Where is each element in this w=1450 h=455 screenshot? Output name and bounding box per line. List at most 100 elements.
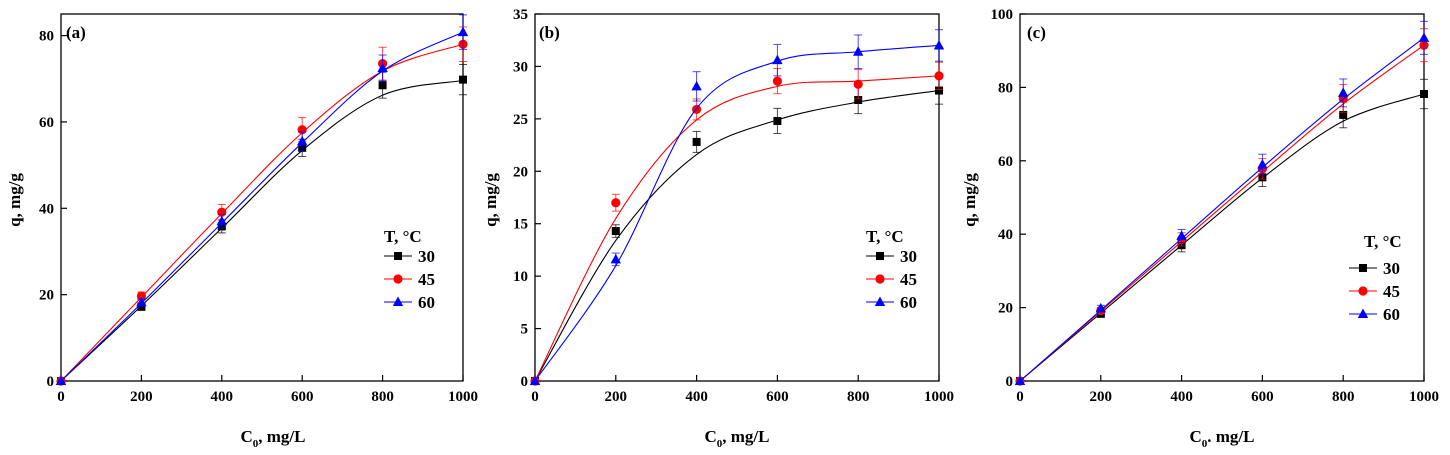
legend-marker-30	[394, 252, 402, 260]
legend-marker-30	[1359, 264, 1367, 272]
fit-line-60	[534, 44, 940, 382]
data-point-60	[297, 135, 308, 146]
x-tick-label: 0	[531, 389, 539, 405]
panel-label: (c)	[1027, 23, 1046, 42]
data-point-60	[772, 54, 783, 65]
x-tick-label: 800	[847, 389, 870, 405]
legend-label-60: 60	[418, 293, 435, 312]
legend-label-45: 45	[418, 270, 435, 289]
x-tick-label: 200	[605, 389, 628, 405]
plot-frame	[1019, 13, 1425, 382]
x-tick-label: 600	[766, 389, 789, 405]
data-point-30	[935, 86, 943, 95]
y-axis-title: q, mg/g	[960, 173, 979, 227]
x-axis-title-subscript: 0	[1202, 438, 1208, 450]
x-tick-label: 400	[685, 389, 708, 405]
legend-title: T, °C	[866, 227, 904, 246]
y-tick-label: 20	[39, 288, 54, 304]
data-point-60	[853, 46, 864, 56]
panel-label: (a)	[66, 23, 86, 42]
data-point-60	[216, 215, 227, 226]
fit-line-30	[60, 79, 464, 382]
fit-line-30	[1019, 93, 1425, 382]
data-point-30	[692, 137, 701, 146]
data-point-30	[459, 75, 467, 84]
plot-area: 0 200 400 600 800 1000 0 20 40 60 80	[39, 13, 478, 405]
x-axis-title-main: C	[704, 427, 716, 446]
x-axis-title-subscript: 0	[253, 438, 259, 450]
legend-title: T, °C	[1364, 232, 1402, 251]
data-point-30	[1339, 110, 1348, 119]
x-tick-label: 1000	[448, 389, 478, 405]
panel-label: (b)	[539, 23, 560, 42]
data-point-30	[1420, 90, 1428, 99]
data-point-45	[772, 76, 783, 86]
data-point-60	[1338, 87, 1349, 97]
y-tick-label: 30	[513, 59, 528, 75]
x-tick-label: 600	[291, 389, 314, 405]
x-tick-label: 400	[1170, 389, 1193, 405]
data-point-45	[934, 71, 944, 81]
plot-frame	[60, 13, 464, 382]
x-axis-title-rest: . mg/L	[1207, 427, 1254, 446]
y-tick-label: 80	[39, 29, 54, 45]
legend-label-30: 30	[418, 247, 435, 266]
x-axis-title-main: C	[240, 427, 252, 446]
data-point-60	[1176, 230, 1187, 241]
data-point-45	[611, 198, 621, 208]
data-point-60	[377, 62, 388, 72]
legend-label-60: 60	[900, 293, 917, 312]
x-axis-title: C0. mg/L	[1189, 427, 1254, 450]
x-tick-label: 0	[57, 389, 65, 405]
y-axis-title: q, mg/g	[481, 173, 500, 227]
data-point-60	[1257, 158, 1268, 169]
x-tick-label: 200	[1090, 389, 1113, 405]
legend-label-30: 30	[900, 247, 917, 266]
data-point-60	[55, 375, 67, 385]
data-point-60	[1418, 32, 1430, 42]
legend-marker-60	[874, 296, 886, 306]
legend-label-60: 60	[1383, 305, 1400, 324]
x-tick-label: 800	[371, 389, 394, 405]
legend-marker-30	[876, 252, 884, 260]
x-tick-label: 600	[1251, 389, 1274, 405]
y-tick-label: 5	[521, 322, 529, 338]
data-point-60	[610, 253, 621, 264]
y-tick-label: 40	[39, 201, 54, 217]
y-tick-label: 20	[513, 164, 528, 180]
data-point-60	[457, 26, 469, 37]
data-point-30	[137, 302, 146, 311]
data-point-60	[933, 39, 945, 50]
y-tick-label: 40	[998, 227, 1013, 243]
legend-label-45: 45	[1383, 282, 1400, 301]
legend-title: T, °C	[384, 227, 422, 246]
x-tick-label: 1000	[924, 389, 954, 405]
x-axis-title: C0, mg/L	[240, 427, 305, 450]
legend-marker-60	[392, 296, 404, 306]
legend-marker-45	[875, 274, 885, 284]
legend-label-45: 45	[900, 270, 917, 289]
fit-line-60	[60, 31, 464, 382]
y-axis-title: q, mg/g	[5, 173, 24, 227]
y-tick-label: 35	[513, 7, 528, 23]
y-tick-label: 15	[513, 217, 528, 233]
plot-area: 0 200 400 600 800 1000 0 20 40 60 80 100	[991, 7, 1440, 405]
data-point-60	[529, 375, 541, 385]
plot-area: 0 200 400 600 800 1000 0 5 10 15 20 25 30 35	[513, 7, 954, 405]
x-tick-label: 1000	[1409, 389, 1439, 405]
data-point-45	[136, 291, 146, 301]
x-axis-title-main: C	[1189, 427, 1201, 446]
plot-frame	[534, 13, 940, 382]
y-tick-label: 25	[513, 112, 528, 128]
data-point-45	[853, 79, 863, 89]
x-tick-label: 0	[1016, 389, 1024, 405]
y-tick-label: 10	[513, 269, 528, 285]
data-point-60	[136, 296, 147, 307]
y-tick-label: 0	[521, 374, 529, 390]
y-tick-label: 20	[998, 301, 1013, 317]
data-point-60	[691, 80, 702, 91]
